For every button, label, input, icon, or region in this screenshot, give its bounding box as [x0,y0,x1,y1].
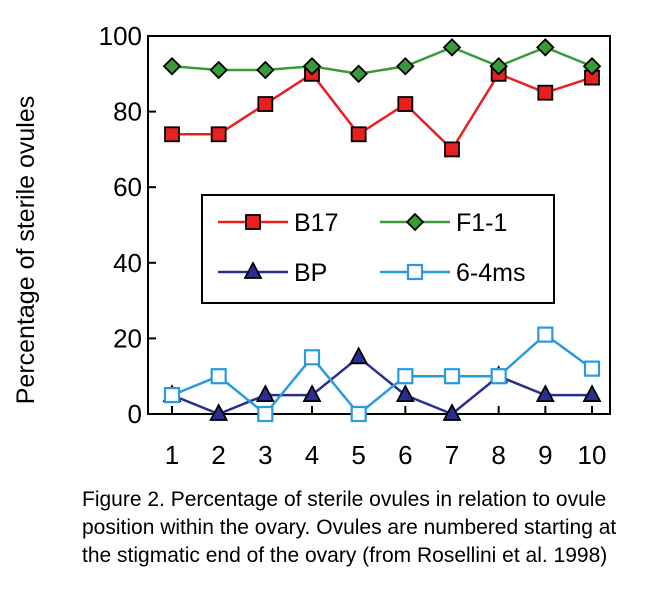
data-point-f1-1 [209,60,228,80]
x-tick-label: 4 [305,440,319,470]
y-tick-label: 60 [113,172,142,202]
x-tick-label: 5 [351,440,365,470]
data-point-6-4ms [257,405,274,423]
data-point-f1-1 [582,56,602,76]
data-point-bp [442,403,462,421]
data-point-bp [535,384,555,403]
data-point-f1-1 [489,56,508,76]
data-point-bp [302,384,322,403]
legend-label-f1-1: F1-1 [456,209,507,237]
data-point-bp [582,384,602,403]
x-tick-label: 9 [538,440,552,470]
legend-marker-b17 [245,214,261,230]
x-tick-label: 10 [578,440,607,470]
data-point-6-4ms [490,368,507,385]
x-tick-label: 1 [165,440,179,470]
data-point-f1-1 [536,38,555,57]
data-point-b17 [350,126,367,143]
legend: B17 F1-1 BP 6-4ms [201,194,555,304]
data-point-bp [209,403,229,421]
y-tick-label: 20 [113,323,142,353]
legend-label-b17: B17 [294,209,338,237]
data-point-bp [349,346,369,365]
series-line-f1-1 [171,45,593,76]
data-point-f1-1 [396,56,415,76]
series-line-6-4ms [171,333,593,416]
legend-marker-bp [243,261,263,279]
legend-label-bp: BP [294,259,327,287]
data-point-6-4ms [163,387,181,404]
line-chart: Percentage of sterile ovules 0 20 40 60 80 10… [12,21,611,470]
series-line-b17 [172,72,593,152]
x-tick-label: 7 [445,440,459,470]
x-tick-label: 3 [258,440,272,470]
y-axis-label: Percentage of sterile ovules [12,96,40,405]
data-point-b17 [210,126,227,143]
y-tick-label: 80 [113,97,142,127]
legend-box [201,194,555,304]
data-point-b17 [444,141,460,158]
legend-label-6-4ms: 6-4ms [456,259,525,287]
y-tick-label: 100 [99,21,142,51]
data-point-f1-1 [442,38,462,57]
plot-area: 0 20 40 60 80 100 1 2 3 4 5 6 7 8 9 10 [99,21,611,470]
data-point-6-4ms [350,405,367,423]
data-point-b17 [397,96,414,112]
data-point-6-4ms [210,368,227,385]
x-tick-label: 8 [491,440,505,470]
data-point-6-4ms [397,368,414,385]
y-tick-label: 0 [128,399,142,429]
figure-caption: Figure 2. Percentage of sterile ovules i… [82,488,617,567]
x-tick-label: 2 [211,440,225,470]
data-point-b17 [537,84,554,101]
legend-marker-f1-1 [405,212,425,232]
data-point-f1-1 [256,60,275,80]
legend-marker-6-4ms [406,263,424,281]
data-point-6-4ms [443,368,461,385]
data-point-b17 [257,96,274,112]
series-line-bp [171,355,592,416]
data-point-6-4ms [537,326,554,343]
y-tick-label: 40 [113,248,142,278]
data-point-6-4ms [583,360,601,377]
data-point-bp [395,384,415,403]
plot-frame [147,35,611,415]
x-tick-label: 6 [398,440,412,470]
data-point-6-4ms [303,349,321,366]
data-point-b17 [164,126,180,143]
data-point-f1-1 [302,56,322,76]
data-point-f1-1 [349,64,368,84]
data-point-bp [255,384,275,403]
data-point-f1-1 [162,56,182,76]
